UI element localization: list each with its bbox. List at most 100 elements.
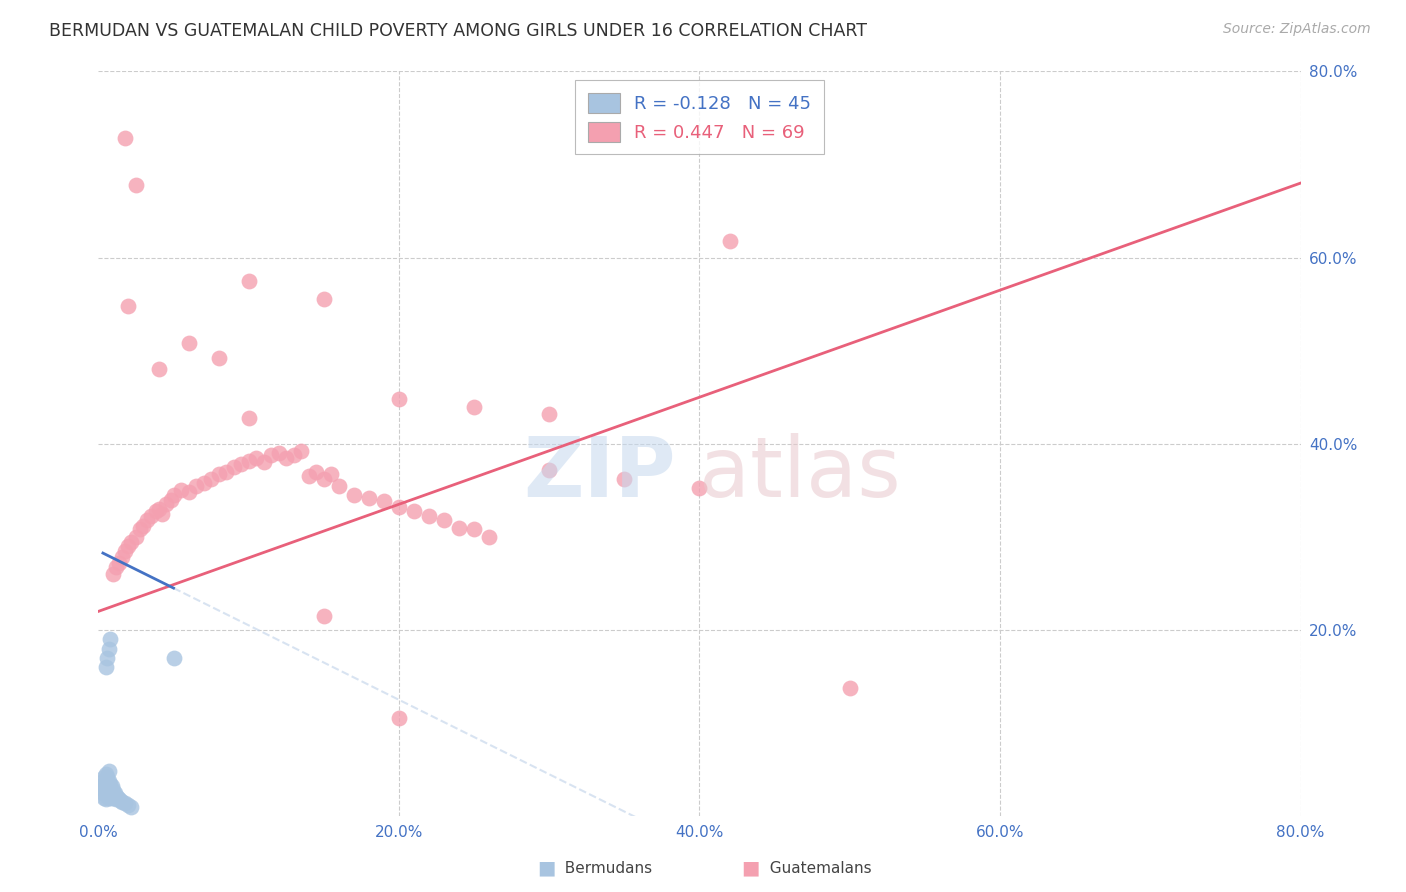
Point (177, 336, 200, 351)
Point (418, 509, 440, 524)
Point (105, 789, 128, 803)
Point (103, 789, 125, 803)
Point (373, 494, 395, 508)
Point (718, 234, 741, 248)
Point (328, 478, 350, 492)
Point (260, 448, 283, 462)
Point (184, 478, 207, 492)
Point (276, 450, 298, 465)
Point (388, 711, 411, 725)
Point (433, 513, 456, 527)
Point (100, 632, 122, 647)
Point (104, 790, 127, 805)
Point (159, 492, 181, 507)
Point (96, 789, 118, 803)
Text: atlas: atlas (700, 433, 901, 514)
Point (108, 556, 131, 570)
Text: BERMUDAN VS GUATEMALAN CHILD POVERTY AMONG GIRLS UNDER 16 CORRELATION CHART: BERMUDAN VS GUATEMALAN CHILD POVERTY AMO… (49, 22, 868, 40)
Point (231, 457, 253, 471)
Point (253, 455, 276, 469)
Point (129, 523, 152, 537)
Point (121, 534, 143, 549)
Point (94, 773, 117, 788)
Point (107, 790, 129, 805)
Point (312, 293, 335, 307)
Point (93, 790, 115, 805)
Point (114, 544, 136, 558)
Point (321, 467, 343, 481)
Point (145, 504, 167, 518)
Text: Bermudans: Bermudans (555, 861, 652, 876)
Point (170, 483, 193, 498)
Point (101, 780, 124, 794)
Point (110, 794, 132, 808)
Point (117, 539, 139, 553)
Point (97, 786, 120, 800)
Point (111, 795, 134, 809)
Point (162, 488, 184, 502)
Point (105, 792, 128, 806)
Point (150, 507, 173, 521)
Point (97, 790, 120, 805)
Point (298, 469, 321, 483)
Point (139, 509, 162, 524)
Point (238, 410, 260, 425)
Point (208, 467, 231, 481)
Point (125, 178, 148, 192)
Legend: R = -0.128   N = 45, R = 0.447   N = 69: R = -0.128 N = 45, R = 0.447 N = 69 (575, 80, 824, 154)
Point (94, 781, 117, 796)
Text: Source: ZipAtlas.com: Source: ZipAtlas.com (1223, 22, 1371, 37)
Point (312, 609, 335, 624)
Point (148, 362, 170, 376)
Point (121, 800, 143, 814)
Point (103, 783, 125, 797)
Point (91, 773, 114, 788)
Point (117, 797, 139, 812)
Point (96, 783, 118, 797)
Point (357, 491, 380, 505)
Point (96, 651, 118, 665)
Point (97, 773, 120, 788)
Point (613, 472, 636, 486)
Point (447, 520, 470, 534)
Point (125, 530, 148, 544)
Text: ■: ■ (741, 859, 759, 878)
Point (388, 500, 411, 514)
Point (91, 780, 114, 794)
Point (238, 274, 260, 288)
Point (245, 450, 267, 465)
Point (111, 550, 134, 565)
Point (114, 796, 136, 810)
Point (114, 131, 136, 145)
Point (91, 786, 114, 800)
Point (215, 465, 238, 479)
Point (538, 407, 561, 421)
Point (104, 786, 127, 800)
Point (96, 770, 118, 784)
Text: Guatemalans: Guatemalans (759, 861, 872, 876)
Point (155, 497, 177, 511)
Point (208, 351, 231, 365)
Point (103, 567, 125, 582)
Point (290, 444, 312, 458)
Point (222, 460, 245, 475)
Point (402, 504, 425, 518)
Point (193, 475, 215, 490)
Point (689, 482, 711, 496)
Point (463, 400, 485, 414)
Text: ■: ■ (537, 859, 555, 878)
Point (148, 502, 170, 516)
Point (478, 530, 501, 544)
Point (267, 446, 290, 460)
Point (388, 392, 411, 406)
Point (312, 472, 335, 486)
Text: ZIP: ZIP (523, 433, 675, 514)
Point (97, 764, 120, 779)
Point (343, 488, 366, 502)
Point (100, 776, 122, 790)
Point (108, 792, 131, 806)
Point (238, 453, 260, 467)
Point (94, 660, 117, 674)
Point (94, 792, 117, 806)
Point (100, 789, 122, 803)
